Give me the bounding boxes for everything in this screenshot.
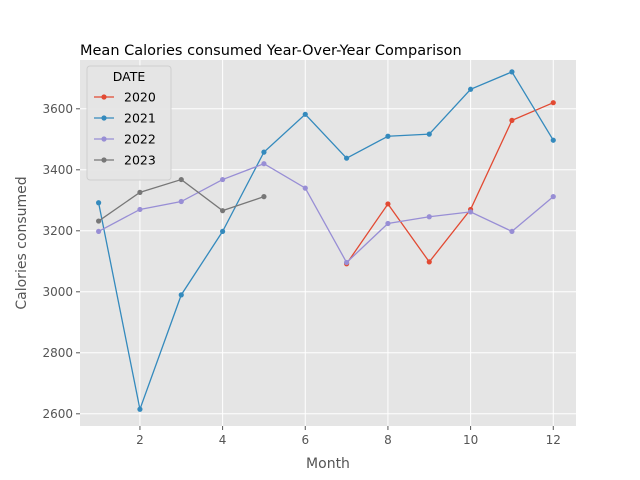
data-point [137,406,143,412]
legend-entry-2023: 2023 [94,153,156,168]
data-point [385,220,391,227]
data-point [96,200,102,206]
data-point [261,194,267,200]
y-tick-label: 3200 [42,224,73,238]
data-point [302,111,308,117]
ticks: 2 4 6 8 10 12 2600 2800 3000 3200 3400 3600 [42,102,560,447]
data-point [178,292,184,298]
legend-frame [86,65,172,181]
series-line [98,162,554,264]
data-point [550,137,556,143]
data-point [220,176,226,183]
y-tick-label: 3400 [42,163,73,177]
series-2020 [344,100,556,267]
data-point [96,218,102,224]
data-point [220,208,226,214]
legend-marker [101,136,107,142]
legend-title: DATE [113,69,146,84]
series-2023 [96,176,267,224]
legend-entries: 2020 2021 2022 2023 [94,90,156,168]
data-point [385,133,391,139]
legend-label: 2020 [124,90,156,105]
y-axis-label: Calories consumed [14,176,30,309]
data-point [426,131,432,137]
y-tick-label: 2800 [42,346,73,360]
x-tick-label: 2 [136,433,144,447]
series-2022 [96,161,556,266]
data-point [426,259,432,265]
data-point [468,86,474,92]
x-tick-label: 6 [301,433,309,447]
legend-entry-2020: 2020 [94,90,156,105]
x-tick-label: 10 [463,433,478,447]
data-point [137,189,143,195]
data-point [96,228,102,235]
series-line [97,71,554,412]
legend-entry-2022: 2022 [94,132,156,147]
data-point [220,228,226,235]
chart-title: Mean Calories consumed Year-Over-Year Co… [80,43,462,59]
data-point [261,149,267,155]
data-point [426,214,432,220]
legend: DATE 2020 2021 2022 2023 [86,65,172,181]
data-point [509,228,515,235]
x-axis-label: Month [306,456,350,472]
legend-marker [101,157,107,163]
data-point [550,194,556,200]
grid [80,60,576,426]
data-point [178,198,184,205]
series-layer [96,69,556,412]
data-point [509,69,515,75]
series-line [346,102,554,265]
x-tick-label: 8 [384,433,392,447]
x-tick-label: 4 [219,433,227,447]
legend-marker [101,94,107,100]
data-point [468,209,474,215]
legend-label: 2023 [124,153,156,168]
data-point [178,176,184,183]
data-point [344,259,350,266]
legend-label: 2022 [124,132,156,147]
y-tick-label: 3000 [42,285,73,299]
data-point [261,161,267,167]
series-2021 [96,69,556,412]
data-point [385,201,391,207]
legend-marker [101,115,107,121]
data-point [137,206,143,213]
y-tick-label: 3600 [42,102,73,116]
data-point [509,117,515,123]
data-point [302,185,308,191]
legend-entry-2021: 2021 [94,111,156,126]
data-point [550,100,556,106]
y-tick-label: 2600 [42,407,73,421]
data-point [344,155,350,161]
legend-label: 2021 [124,111,156,126]
x-tick-label: 12 [546,433,561,447]
